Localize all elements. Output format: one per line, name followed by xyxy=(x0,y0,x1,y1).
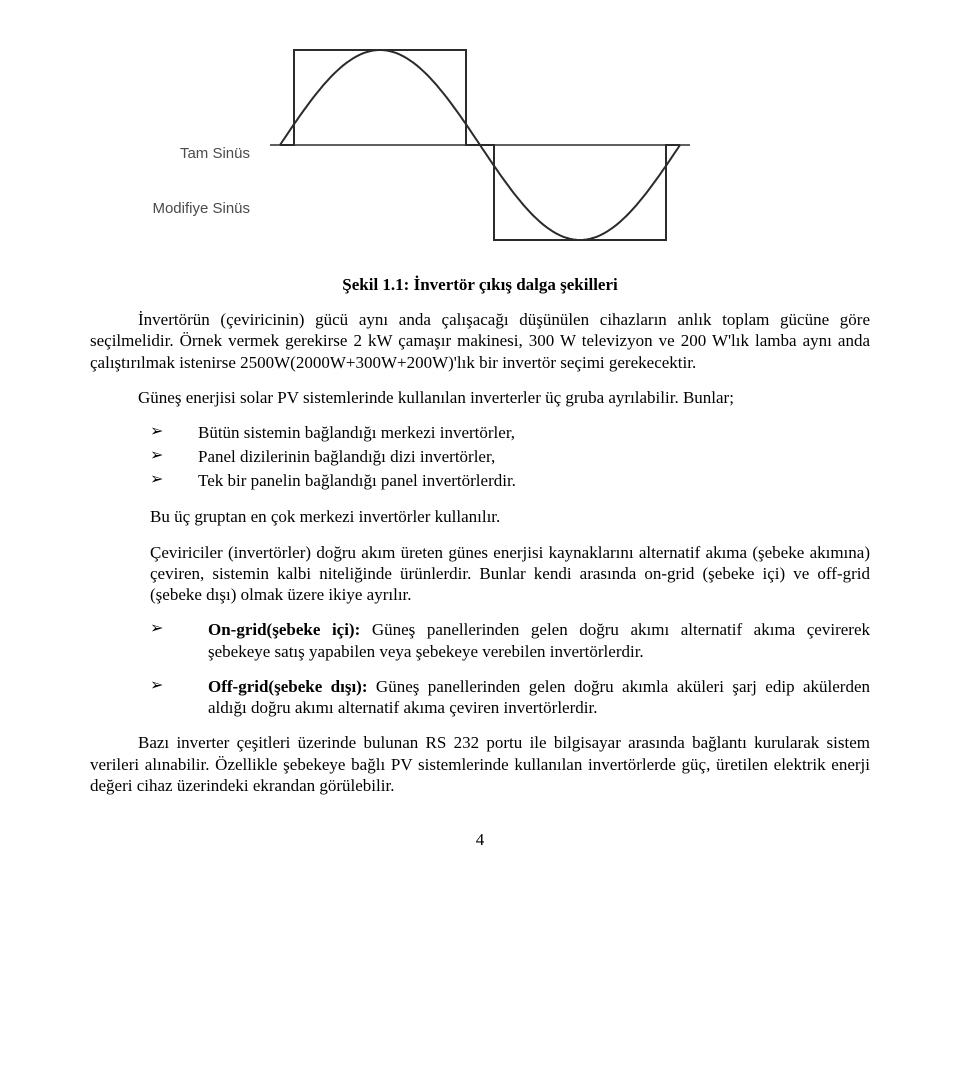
grid-types-list: On-grid(şebeke içi): Güneş panellerinden… xyxy=(90,619,870,718)
figure-label-sine: Tam Sinüs xyxy=(180,145,250,162)
paragraph-converters: Çeviriciler (invertörler) doğru akım üre… xyxy=(150,542,870,606)
list-item: Tek bir panelin bağlandığı panel invertö… xyxy=(90,470,870,492)
term-off-grid: Off-grid(şebeke dışı): xyxy=(208,677,368,696)
figure-waveforms: Tam Sinüs Modifiye Sinüs xyxy=(90,30,870,265)
term-on-grid: On-grid(şebeke içi): xyxy=(208,620,360,639)
paragraph-intro: İnvertörün (çeviricinin) gücü aynı anda … xyxy=(90,309,870,373)
paragraph-rs232: Bazı inverter çeşitleri üzerinde bulunan… xyxy=(90,732,870,796)
figure-label-modified: Modifiye Sinüs xyxy=(152,200,250,217)
paragraph-most-used: Bu üç gruptan en çok merkezi invertörler… xyxy=(150,506,870,527)
figure-caption: Şekil 1.1: İnvertör çıkış dalga şekiller… xyxy=(90,275,870,295)
definition-on-grid: On-grid(şebeke içi): Güneş panellerinden… xyxy=(90,619,870,662)
waveform-svg xyxy=(260,30,700,260)
page-number: 4 xyxy=(90,830,870,850)
inverter-types-list: Bütün sistemin bağlandığı merkezi invert… xyxy=(90,422,870,492)
definition-off-grid: Off-grid(şebeke dışı): Güneş panellerind… xyxy=(90,676,870,719)
list-item: Panel dizilerinin bağlandığı dizi invert… xyxy=(90,446,870,468)
list-item: Bütün sistemin bağlandığı merkezi invert… xyxy=(90,422,870,444)
paragraph-groups-intro: Güneş enerjisi solar PV sistemlerinde ku… xyxy=(90,387,870,408)
